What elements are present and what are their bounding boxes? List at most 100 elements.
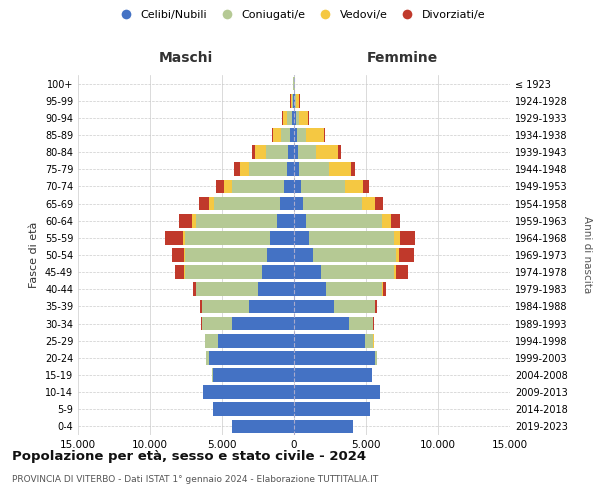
Bar xyxy=(294,128,297,142)
Bar xyxy=(205,334,218,347)
Bar xyxy=(196,282,258,296)
Bar xyxy=(349,316,373,330)
Bar xyxy=(294,420,353,434)
Bar xyxy=(202,316,232,330)
Bar xyxy=(200,300,202,314)
Bar xyxy=(212,368,294,382)
Y-axis label: Anni di nascita: Anni di nascita xyxy=(581,216,592,294)
Bar xyxy=(294,386,380,399)
Bar xyxy=(365,334,373,347)
Bar xyxy=(284,180,294,194)
Bar xyxy=(294,402,370,416)
Text: Popolazione per età, sesso e stato civile - 2024: Popolazione per età, sesso e stato civil… xyxy=(12,450,366,463)
Bar xyxy=(316,146,338,159)
Bar xyxy=(193,214,196,228)
Bar xyxy=(303,196,362,210)
Bar xyxy=(240,162,249,176)
Bar xyxy=(281,128,290,142)
Bar xyxy=(277,214,294,228)
Bar xyxy=(320,266,394,279)
Bar xyxy=(280,196,294,210)
Bar xyxy=(383,282,386,296)
Bar xyxy=(214,402,294,416)
Bar xyxy=(334,300,374,314)
Bar xyxy=(294,334,365,347)
Bar xyxy=(202,300,250,314)
Bar xyxy=(391,214,400,228)
Bar xyxy=(382,214,391,228)
Bar xyxy=(290,128,294,142)
Bar xyxy=(351,162,355,176)
Bar xyxy=(382,282,383,296)
Legend: Celibi/Nubili, Coniugati/e, Vedovi/e, Divorziati/e: Celibi/Nubili, Coniugati/e, Vedovi/e, Di… xyxy=(110,6,490,25)
Bar xyxy=(295,94,296,108)
Bar xyxy=(292,111,294,124)
Bar xyxy=(184,248,185,262)
Bar xyxy=(306,214,382,228)
Bar xyxy=(201,316,202,330)
Bar xyxy=(394,231,400,244)
Bar xyxy=(270,231,294,244)
Bar xyxy=(184,266,185,279)
Bar xyxy=(209,196,214,210)
Bar xyxy=(297,128,305,142)
Bar xyxy=(206,351,209,364)
Bar xyxy=(209,351,294,364)
Bar xyxy=(172,248,184,262)
Bar xyxy=(299,162,329,176)
Bar xyxy=(232,180,284,194)
Bar xyxy=(262,266,294,279)
Bar xyxy=(166,231,183,244)
Bar xyxy=(234,162,240,176)
Bar xyxy=(288,146,294,159)
Bar xyxy=(294,231,309,244)
Bar xyxy=(294,162,299,176)
Bar xyxy=(214,196,280,210)
Bar xyxy=(196,214,277,228)
Bar xyxy=(272,128,273,142)
Bar xyxy=(313,248,395,262)
Bar xyxy=(375,196,383,210)
Bar xyxy=(338,146,341,159)
Bar xyxy=(292,94,293,108)
Bar xyxy=(294,351,374,364)
Bar xyxy=(294,248,313,262)
Bar xyxy=(305,128,323,142)
Bar xyxy=(224,180,232,194)
Bar xyxy=(375,300,377,314)
Bar xyxy=(294,300,334,314)
Bar xyxy=(203,386,294,399)
Text: PROVINCIA DI VITERBO - Dati ISTAT 1° gennaio 2024 - Elaborazione TUTTITALIA.IT: PROVINCIA DI VITERBO - Dati ISTAT 1° gen… xyxy=(12,475,378,484)
Bar xyxy=(179,214,193,228)
Bar xyxy=(232,316,294,330)
Bar xyxy=(290,94,292,108)
Bar xyxy=(282,111,283,124)
Bar xyxy=(199,196,209,210)
Bar xyxy=(294,180,301,194)
Bar xyxy=(185,248,268,262)
Bar xyxy=(218,334,294,347)
Bar xyxy=(363,180,369,194)
Bar xyxy=(399,248,415,262)
Bar xyxy=(185,231,270,244)
Bar xyxy=(255,146,266,159)
Bar xyxy=(193,282,196,296)
Bar xyxy=(296,94,299,108)
Bar xyxy=(296,111,299,124)
Bar xyxy=(258,282,294,296)
Bar xyxy=(294,111,296,124)
Bar xyxy=(326,282,382,296)
Bar xyxy=(294,146,298,159)
Bar xyxy=(294,316,349,330)
Bar xyxy=(175,266,184,279)
Bar xyxy=(252,146,255,159)
Bar xyxy=(183,231,185,244)
Bar xyxy=(373,316,374,330)
Bar xyxy=(268,248,294,262)
Bar xyxy=(395,248,399,262)
Bar xyxy=(397,266,408,279)
Bar xyxy=(329,162,351,176)
Bar xyxy=(301,180,345,194)
Bar xyxy=(309,231,394,244)
Bar xyxy=(294,214,306,228)
